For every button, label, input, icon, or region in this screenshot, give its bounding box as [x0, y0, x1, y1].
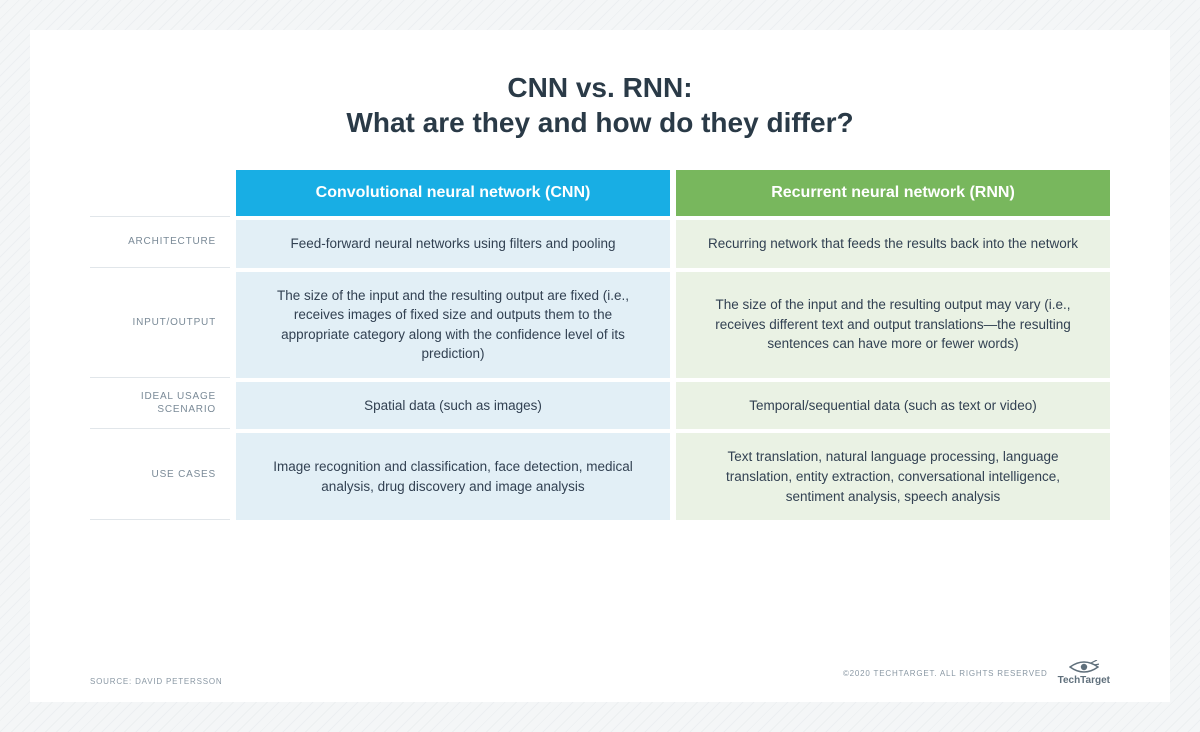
techtarget-logo: TechTarget	[1058, 660, 1110, 686]
logo-text: TechTarget	[1058, 675, 1110, 686]
cell-cnn: Image recognition and classification, fa…	[236, 433, 670, 520]
footer: SOURCE: DAVID PETERSSON ©2020 TECHTARGET…	[90, 660, 1110, 686]
row-label: IDEAL USAGE SCENARIO	[90, 378, 230, 430]
title-block: CNN vs. RNN: What are they and how do th…	[90, 70, 1110, 140]
infographic-card: CNN vs. RNN: What are they and how do th…	[30, 30, 1170, 702]
column-header-cnn: Convolutional neural network (CNN)	[236, 170, 670, 216]
copyright-text: ©2020 TECHTARGET. ALL RIGHTS RESERVED	[843, 669, 1048, 678]
row-label: INPUT/OUTPUT	[90, 268, 230, 378]
cell-cnn: Feed-forward neural networks using filte…	[236, 220, 670, 268]
row-label: USE CASES	[90, 429, 230, 520]
footer-right: ©2020 TECHTARGET. ALL RIGHTS RESERVED Te…	[843, 660, 1110, 686]
cell-cnn: The size of the input and the resulting …	[236, 272, 670, 378]
cell-rnn: Temporal/sequential data (such as text o…	[676, 382, 1110, 430]
source-credit: SOURCE: DAVID PETERSSON	[90, 677, 223, 686]
cell-cnn: Spatial data (such as images)	[236, 382, 670, 430]
column-header-rnn: Recurrent neural network (RNN)	[676, 170, 1110, 216]
main-title: CNN vs. RNN: What are they and how do th…	[90, 70, 1110, 140]
cell-rnn: Text translation, natural language proce…	[676, 433, 1110, 520]
row-label: ARCHITECTURE	[90, 216, 230, 268]
eye-icon	[1069, 660, 1099, 674]
comparison-table: Convolutional neural network (CNN) Recur…	[90, 170, 1110, 520]
cell-rnn: Recurring network that feeds the results…	[676, 220, 1110, 268]
title-line-2: What are they and how do they differ?	[346, 107, 853, 138]
table-corner-blank	[90, 170, 230, 216]
title-line-1: CNN vs. RNN:	[507, 72, 692, 103]
cell-rnn: The size of the input and the resulting …	[676, 272, 1110, 378]
